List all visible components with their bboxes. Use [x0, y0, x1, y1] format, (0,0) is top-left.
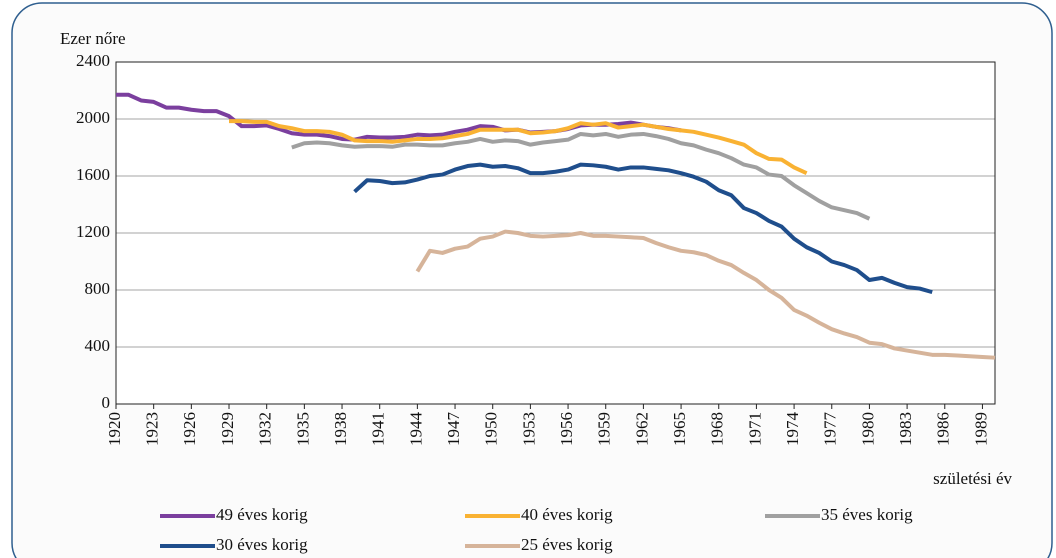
- x-tick-label: 1974: [783, 412, 802, 447]
- series-line: [353, 162, 933, 295]
- x-tick-label: 1929: [218, 412, 237, 446]
- y-tick-label: 0: [102, 393, 111, 412]
- legend-label: 25 éves korig: [521, 535, 613, 554]
- x-tick-label: 1935: [293, 412, 312, 446]
- y-tick-label: 1600: [76, 165, 110, 184]
- x-tick-label: 1959: [595, 412, 614, 446]
- y-tick-label: 2000: [76, 108, 110, 127]
- x-tick-label: 1986: [934, 412, 953, 446]
- x-tick-label: 1977: [821, 412, 840, 447]
- legend-label: 30 éves korig: [216, 535, 308, 554]
- x-tick-label: 1950: [482, 412, 501, 446]
- x-tick-label: 1920: [105, 412, 124, 446]
- x-tick-label: 1953: [519, 412, 538, 446]
- y-axis-label: Ezer nőre: [60, 29, 126, 48]
- legend-label: 35 éves korig: [821, 505, 913, 524]
- x-tick-label: 1956: [557, 412, 576, 446]
- x-tick-label: 1965: [670, 412, 689, 446]
- x-tick-label: 1983: [896, 412, 915, 446]
- x-tick-label: 1989: [971, 412, 990, 446]
- y-tick-label: 1200: [76, 222, 110, 241]
- x-tick-label: 1947: [444, 412, 463, 447]
- x-tick-label: 1980: [858, 412, 877, 446]
- x-tick-label: 1926: [180, 412, 199, 446]
- y-tick-label: 800: [85, 279, 111, 298]
- x-tick-label: 1938: [331, 412, 350, 446]
- series-line: [229, 119, 808, 175]
- y-tick-label: 400: [85, 336, 111, 355]
- x-tick-label: 1941: [369, 412, 388, 446]
- x-tick-label: 1944: [406, 412, 425, 447]
- series-line: [415, 229, 996, 360]
- legend-label: 49 éves korig: [216, 505, 308, 524]
- x-tick-label: 1971: [745, 412, 764, 446]
- x-tick-label: 1968: [708, 412, 727, 446]
- x-tick-label: 1932: [256, 412, 275, 446]
- x-tick-label: 1923: [143, 412, 162, 446]
- plot-border: [115, 61, 996, 405]
- y-tick-label: 2400: [76, 51, 110, 70]
- x-tick-label: 1962: [632, 412, 651, 446]
- legend-label: 40 éves korig: [521, 505, 613, 524]
- x-axis-label: születési év: [933, 469, 1012, 488]
- series-line: [291, 131, 871, 221]
